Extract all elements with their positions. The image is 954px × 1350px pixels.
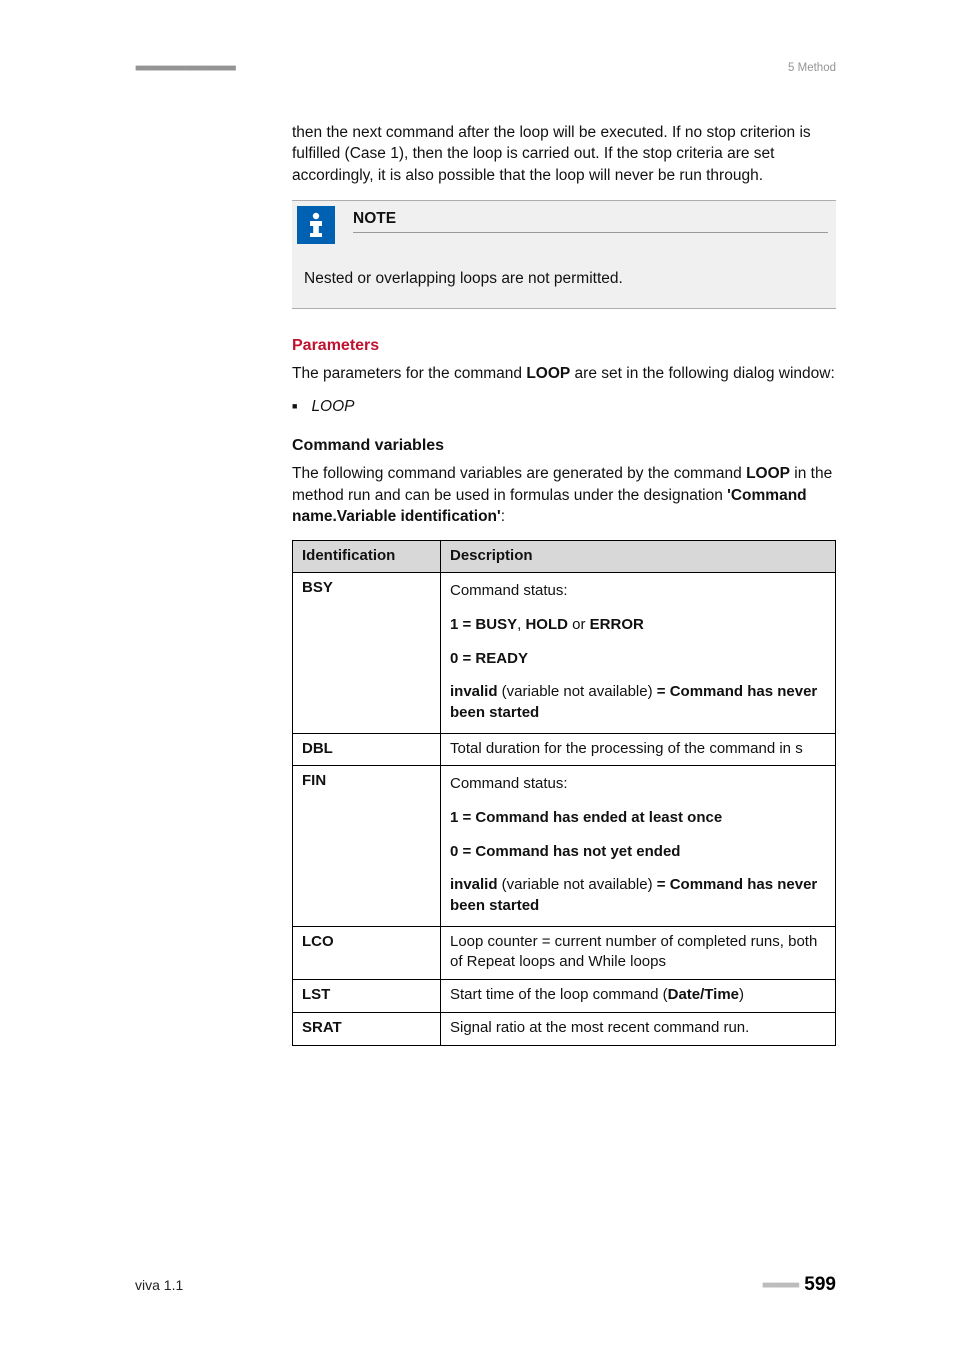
params-text-cmd: LOOP	[526, 365, 570, 382]
command-variables-heading: Command variables	[292, 435, 836, 457]
parameters-heading: Parameters	[292, 335, 836, 357]
table-row: LST Start time of the loop command (Date…	[293, 980, 836, 1013]
note-body: Nested or overlapping loops are not perm…	[292, 244, 836, 289]
table-row: SRAT Signal ratio at the most recent com…	[293, 1012, 836, 1045]
params-bullet-list: LOOP	[292, 396, 836, 417]
command-variables-text: The following command variables are gene…	[292, 463, 836, 527]
row-id: BSY	[293, 573, 441, 733]
cmdvars-cmd: LOOP	[746, 465, 790, 482]
page-footer: viva 1.1 ■■■■■■■■ 599	[135, 1274, 836, 1296]
note-title: NOTE	[353, 208, 828, 232]
footer-page-number: 599	[804, 1274, 836, 1296]
table-row: FIN Command status: 1 = Command has ende…	[293, 766, 836, 926]
params-text-pre: The parameters for the command	[292, 365, 526, 382]
row-desc: Command status: 1 = Command has ended at…	[441, 766, 836, 926]
row-desc: Start time of the loop command (Date/Tim…	[441, 980, 836, 1013]
col-identification: Identification	[293, 540, 441, 573]
footer-squares: ■■■■■■■■	[762, 1280, 798, 1291]
fin-l2: 1 = Command has ended at least once	[450, 798, 826, 832]
fin-l4: invalid (variable not available) = Comma…	[450, 865, 826, 919]
bsy-l4: invalid (variable not available) = Comma…	[450, 672, 826, 726]
table-header-row: Identification Description	[293, 540, 836, 573]
header-chapter: 5 Method	[788, 62, 836, 74]
row-desc: Command status: 1 = BUSY, HOLD or ERROR …	[441, 573, 836, 733]
header-squares: ■■■■■■■■■■■■■■■■■■■■■■	[135, 63, 235, 74]
parameters-text: The parameters for the command LOOP are …	[292, 363, 836, 384]
intro-paragraph: then the next command after the loop wil…	[292, 122, 836, 186]
table-row: DBL Total duration for the processing of…	[293, 733, 836, 766]
col-description: Description	[441, 540, 836, 573]
params-text-post: are set in the following dialog window:	[570, 365, 835, 382]
row-id: DBL	[293, 733, 441, 766]
fin-l3: 0 = Command has not yet ended	[450, 832, 826, 866]
row-desc: Loop counter = current number of complet…	[441, 926, 836, 979]
row-desc: Total duration for the processing of the…	[441, 733, 836, 766]
row-desc: Signal ratio at the most recent command …	[441, 1012, 836, 1045]
row-id: LCO	[293, 926, 441, 979]
params-bullet-item: LOOP	[292, 396, 836, 417]
main-content: then the next command after the loop wil…	[292, 122, 836, 1046]
bsy-l1: Command status:	[450, 578, 826, 605]
bsy-l2: 1 = BUSY, HOLD or ERROR	[450, 605, 826, 639]
command-variables-table: Identification Description BSY Command s…	[292, 540, 836, 1046]
footer-version: viva 1.1	[135, 1277, 183, 1293]
page-header: ■■■■■■■■■■■■■■■■■■■■■■ 5 Method	[135, 62, 836, 74]
cmdvars-post: :	[501, 508, 505, 525]
fin-l1: Command status:	[450, 771, 826, 798]
row-id: FIN	[293, 766, 441, 926]
row-id: LST	[293, 980, 441, 1013]
bsy-l3: 0 = READY	[450, 639, 826, 673]
row-id: SRAT	[293, 1012, 441, 1045]
table-row: LCO Loop counter = current number of com…	[293, 926, 836, 979]
info-icon	[297, 206, 335, 244]
note-box: NOTE Nested or overlapping loops are not…	[292, 200, 836, 308]
cmdvars-pre: The following command variables are gene…	[292, 465, 746, 482]
table-row: BSY Command status: 1 = BUSY, HOLD or ER…	[293, 573, 836, 733]
